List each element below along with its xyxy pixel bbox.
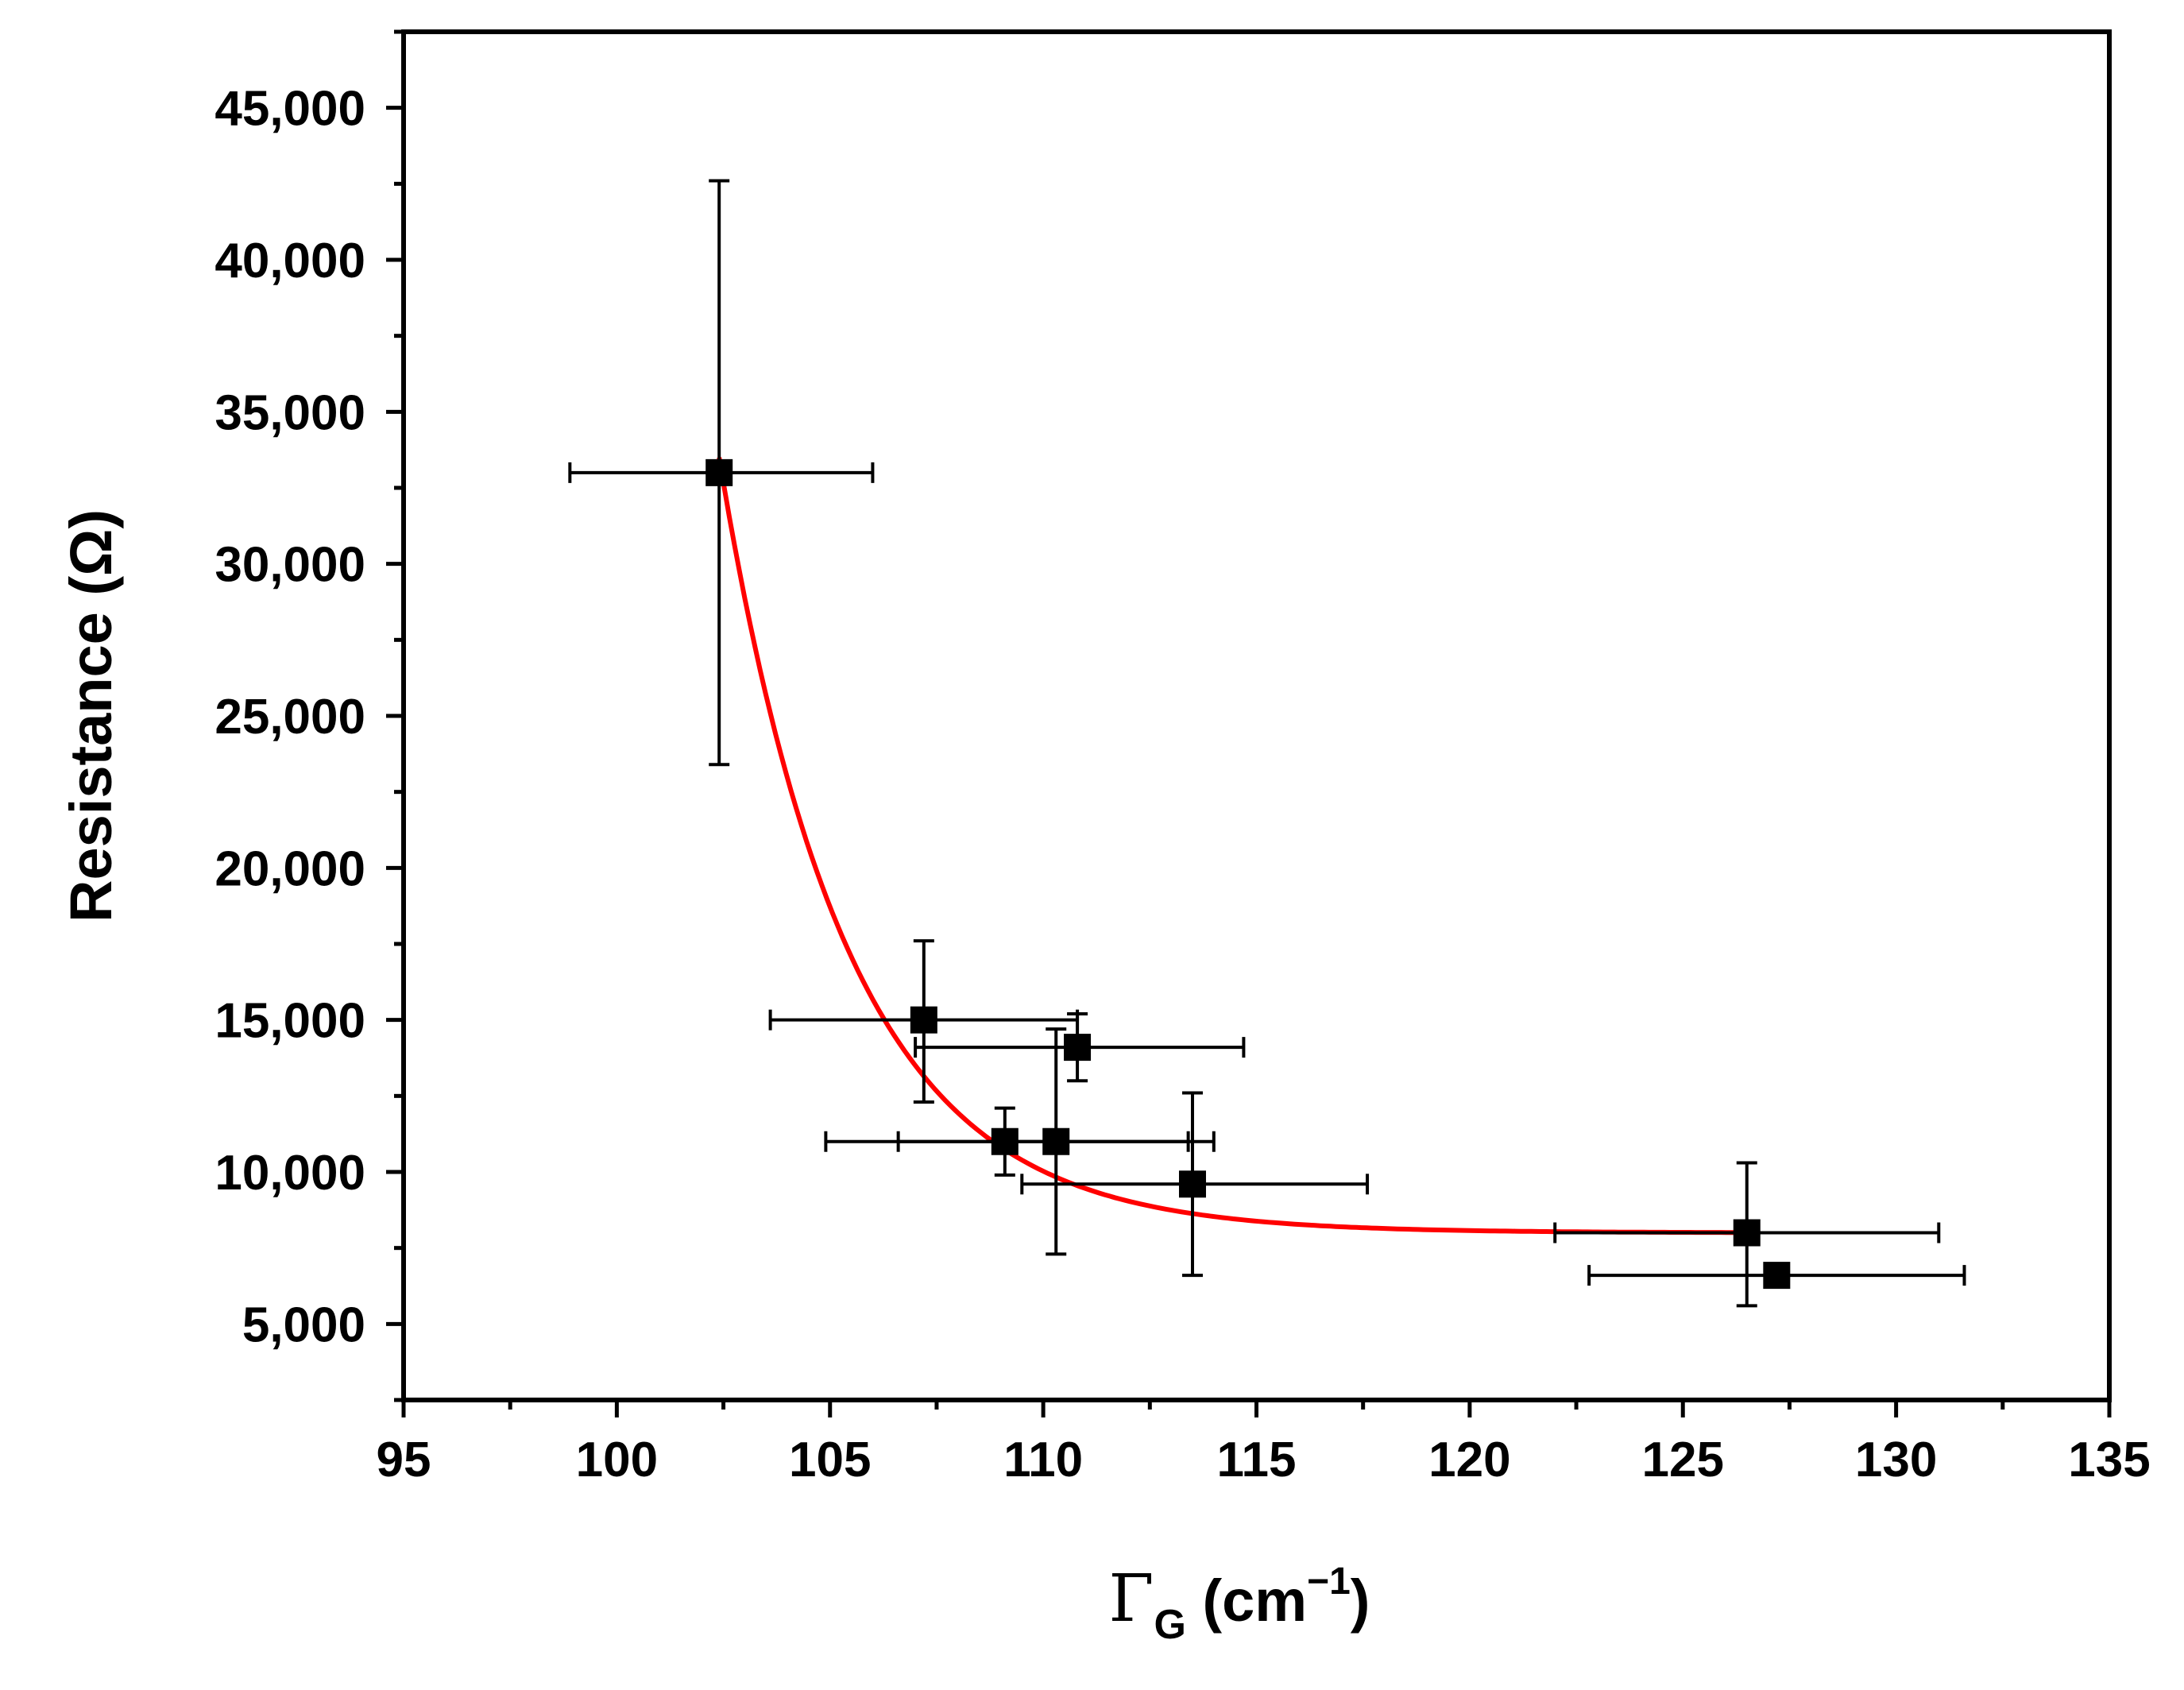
data-point-marker <box>1733 1219 1761 1247</box>
x-tick-label: 135 <box>2068 1433 2150 1487</box>
data-point-group <box>914 1012 1246 1083</box>
x-tick-label: 110 <box>1003 1433 1083 1487</box>
data-point-marker <box>1064 1034 1092 1062</box>
x-axis-subscript: G <box>1154 1602 1185 1648</box>
x-axis-exponent: −1 <box>1307 1560 1351 1603</box>
data-point-marker <box>1178 1170 1206 1198</box>
x-axis-unit: (cm <box>1186 1568 1307 1634</box>
y-tick-label: 5,000 <box>242 1297 365 1352</box>
x-tick-label: 95 <box>377 1433 431 1487</box>
y-tick-label: 10,000 <box>215 1146 365 1201</box>
x-tick-label: 120 <box>1428 1433 1510 1487</box>
data-point-group <box>1020 1091 1370 1278</box>
y-tick-label: 15,000 <box>215 994 365 1049</box>
data-point-marker <box>1763 1262 1791 1290</box>
data-point-marker <box>910 1006 937 1034</box>
y-tick-label: 25,000 <box>215 690 365 744</box>
x-axis-unit-close: ) <box>1351 1568 1370 1634</box>
data-point-group <box>568 179 875 767</box>
data-point-group <box>768 939 1080 1104</box>
y-tick-label: 30,000 <box>215 538 365 593</box>
x-tick-label: 130 <box>1855 1433 1937 1487</box>
x-axis-symbol: Γ <box>1109 1561 1154 1637</box>
y-tick-label: 20,000 <box>215 841 365 896</box>
data-point-group <box>1587 1262 1966 1290</box>
x-tick-label: 100 <box>576 1433 658 1487</box>
data-point-group <box>896 1027 1216 1256</box>
data-point-group <box>1553 1161 1941 1308</box>
data-point-marker <box>705 458 733 486</box>
y-tick-label: 35,000 <box>215 385 365 440</box>
x-tick-label: 125 <box>1642 1433 1724 1487</box>
x-tick-label: 105 <box>789 1433 871 1487</box>
y-tick-label: 45,000 <box>215 82 365 137</box>
x-axis-title: ΓG (cm−1) <box>1109 1560 1370 1648</box>
y-axis-title: Resistance (Ω) <box>58 509 124 922</box>
y-tick-label: 40,000 <box>215 234 365 288</box>
data-point-marker <box>1042 1127 1070 1155</box>
x-tick-label: 115 <box>1216 1433 1296 1487</box>
